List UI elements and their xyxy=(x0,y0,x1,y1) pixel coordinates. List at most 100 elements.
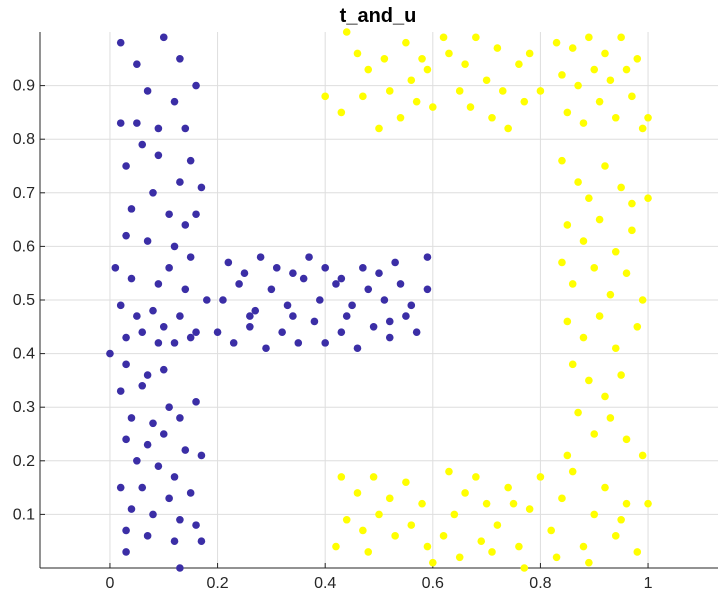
data-point xyxy=(628,226,636,235)
data-point xyxy=(439,33,448,42)
data-point xyxy=(154,280,163,288)
data-point xyxy=(423,253,432,261)
data-point xyxy=(493,44,502,52)
data-point xyxy=(224,258,233,267)
data-point xyxy=(628,92,636,101)
data-point xyxy=(176,312,184,320)
data-point xyxy=(116,301,125,310)
data-point xyxy=(127,505,136,513)
x-tick-label: 1 xyxy=(644,575,653,592)
data-point xyxy=(385,317,394,326)
data-point xyxy=(396,113,405,122)
data-point xyxy=(170,473,179,481)
data-point xyxy=(170,339,179,347)
data-point xyxy=(337,108,346,117)
data-point xyxy=(133,312,141,320)
data-point xyxy=(455,553,464,562)
data-point xyxy=(558,71,566,79)
data-point xyxy=(181,124,190,133)
data-point xyxy=(547,526,555,535)
data-point xyxy=(267,285,276,294)
data-point xyxy=(385,333,394,342)
data-point xyxy=(407,301,416,310)
data-point xyxy=(622,499,631,508)
data-point xyxy=(316,296,324,304)
data-point xyxy=(176,515,184,524)
tick-labels: 0 0.2 0.4 0.6 0.8 1 0.1 0.2 0.3 0.4 0.5 0.6 0.7 0.8 0.… xyxy=(13,78,653,592)
data-point xyxy=(606,76,615,85)
data-point xyxy=(617,515,625,524)
data-point xyxy=(364,285,373,294)
data-point xyxy=(558,258,566,267)
y-tick-label: 0.5 xyxy=(13,292,35,309)
data-point xyxy=(305,253,313,261)
data-point xyxy=(122,548,130,556)
data-point xyxy=(116,38,125,47)
data-point xyxy=(143,440,152,449)
data-point xyxy=(192,521,200,529)
data-point xyxy=(111,264,120,272)
data-point xyxy=(289,312,297,320)
data-point xyxy=(342,515,351,524)
data-point xyxy=(558,156,566,165)
data-point xyxy=(176,564,184,572)
data-point xyxy=(563,221,572,229)
data-point xyxy=(445,467,453,476)
data-point xyxy=(289,269,297,278)
data-point xyxy=(520,97,529,106)
data-point xyxy=(359,526,367,535)
data-point xyxy=(412,97,421,106)
data-point xyxy=(359,264,367,272)
data-point xyxy=(402,312,410,320)
data-point xyxy=(590,510,599,519)
data-point xyxy=(445,49,453,58)
data-point xyxy=(622,65,631,74)
data-point xyxy=(197,537,206,545)
x-tick-label: 0.4 xyxy=(314,575,336,592)
data-point xyxy=(165,494,173,503)
data-point xyxy=(170,537,179,545)
y-tick-label: 0.8 xyxy=(13,131,35,148)
data-point xyxy=(601,392,609,401)
data-point xyxy=(611,344,620,353)
data-point xyxy=(563,317,572,326)
data-point xyxy=(585,376,593,385)
data-point xyxy=(353,344,362,353)
data-point xyxy=(418,55,426,63)
data-point xyxy=(342,28,351,36)
data-point xyxy=(342,312,351,320)
data-point xyxy=(294,339,303,347)
data-point xyxy=(133,119,141,127)
data-point xyxy=(585,194,593,202)
data-point xyxy=(595,215,604,224)
data-point xyxy=(192,328,200,336)
data-point xyxy=(369,473,378,481)
data-point xyxy=(482,499,491,508)
data-point xyxy=(568,360,577,369)
data-point xyxy=(552,553,561,562)
data-point xyxy=(203,296,211,304)
data-point xyxy=(617,371,625,379)
data-point xyxy=(138,328,147,336)
data-point xyxy=(644,194,652,202)
data-point xyxy=(590,430,599,438)
data-point xyxy=(563,108,572,117)
data-point xyxy=(106,349,114,358)
data-point xyxy=(192,81,200,90)
data-point xyxy=(197,451,206,460)
data-point xyxy=(423,285,432,294)
data-point xyxy=(170,97,179,106)
data-point xyxy=(601,483,609,492)
data-point xyxy=(353,49,362,58)
data-point xyxy=(601,49,609,58)
data-point xyxy=(127,414,136,422)
data-point xyxy=(391,532,399,540)
data-point xyxy=(380,296,389,304)
data-point xyxy=(143,87,152,95)
data-point xyxy=(337,274,346,283)
data-point xyxy=(595,312,604,320)
data-point xyxy=(477,537,486,545)
data-point xyxy=(488,548,496,556)
data-point xyxy=(407,521,416,529)
data-point xyxy=(321,339,329,347)
